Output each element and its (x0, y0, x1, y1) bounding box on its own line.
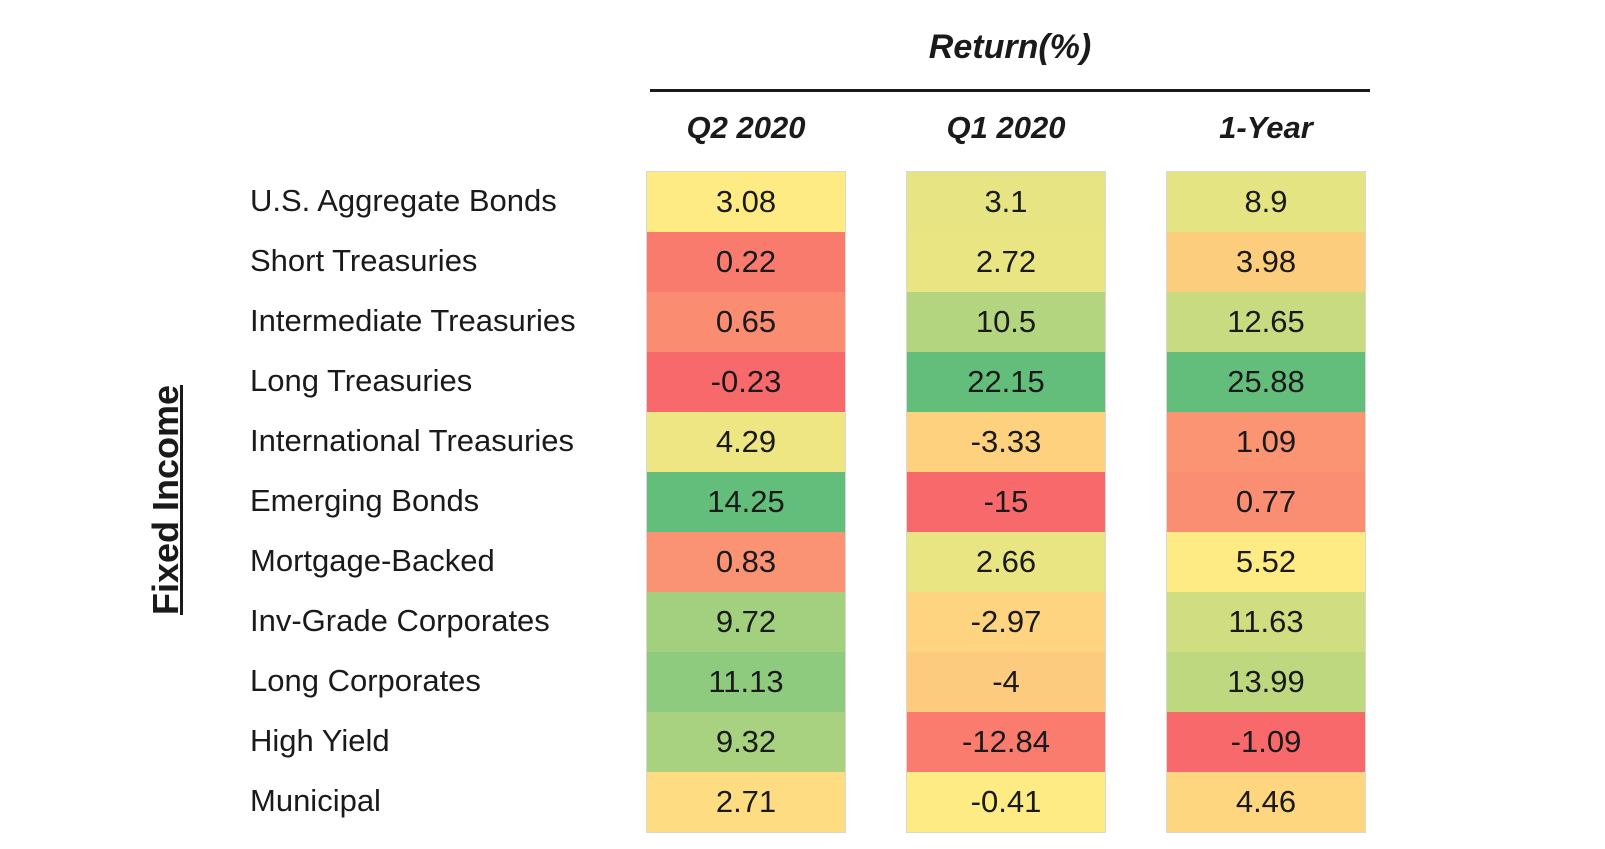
column-header-q1-2020: Q1 2020 (946, 110, 1066, 145)
column-header-1-year: 1-Year (1219, 110, 1313, 145)
heatmap-cell: -3.33 (907, 412, 1105, 472)
heatmap-column: 8.9 3.98 12.65 25.88 1.09 0.77 5.52 11.63 13.99-… (1166, 171, 1366, 833)
row-label: Mortgage-Backed (250, 543, 495, 578)
heatmap-cell: 3.08 (647, 172, 845, 232)
row-label: High Yield (250, 723, 390, 758)
heatmap-cell: -0.23 (647, 352, 845, 412)
heatmap-cell: 25.88 (1167, 352, 1365, 412)
heatmap-cell: 11.13 (647, 652, 845, 712)
heatmap-cell: -15 (907, 472, 1105, 532)
heatmap-cell: 0.77 (1167, 472, 1365, 532)
heatmap-cell: 2.72 (907, 232, 1105, 292)
side-label: Fixed Income (145, 384, 186, 616)
heatmap-cell: 1.09 (1167, 412, 1365, 472)
heatmap-cell: 14.25 (647, 472, 845, 532)
heatmap-cell: 4.46 (1167, 772, 1365, 832)
row-label: U.S. Aggregate Bonds (250, 183, 557, 218)
heatmap-cell: 12.65 (1167, 292, 1365, 352)
heatmap-cell: 9.72 (647, 592, 845, 652)
row-label: Emerging Bonds (250, 483, 480, 518)
heatmap-cell: 0.22 (647, 232, 845, 292)
row-label: International Treasuries (250, 423, 574, 458)
row-label: Long Treasuries (250, 363, 473, 398)
super-header: Return(%) (928, 28, 1092, 66)
heatmap-cell: 8.9 (1167, 172, 1365, 232)
heatmap-cell: 0.83 (647, 532, 845, 592)
heatmap-cell: 22.15 (907, 352, 1105, 412)
heatmap-cell: -1.09 (1167, 712, 1365, 772)
heatmap-cell: -4 (907, 652, 1105, 712)
heatmap-cell: 3.98 (1167, 232, 1365, 292)
heatmap-column: 3.08 0.22 0.65 -0.23 4.29 14.25 0.83 9.72 11.13 9… (646, 171, 846, 833)
heatmap-cell: -0.41 (907, 772, 1105, 832)
heatmap-cell: 10.5 (907, 292, 1105, 352)
column-header-q2-2020: Q2 2020 (686, 110, 806, 145)
heatmap-cell: 3.1 (907, 172, 1105, 232)
heatmap-cell: -12.84 (907, 712, 1105, 772)
row-label: Municipal (250, 783, 381, 818)
heatmap-cell: -2.97 (907, 592, 1105, 652)
super-header-rule (650, 89, 1370, 92)
row-label: Intermediate Treasuries (250, 303, 576, 338)
heatmap-column: 3.1 2.72 10.5 22.15 -3.33 -15 2.66 -2.97 -4 -12.8… (906, 171, 1106, 833)
heatmap-cell: 2.71 (647, 772, 845, 832)
heatmap-cell: 9.32 (647, 712, 845, 772)
row-label: Short Treasuries (250, 243, 478, 278)
heatmap-cell: 13.99 (1167, 652, 1365, 712)
heatmap-cell: 4.29 (647, 412, 845, 472)
heatmap-cell: 2.66 (907, 532, 1105, 592)
row-label: Inv-Grade Corporates (250, 603, 550, 638)
heatmap-cell: 11.63 (1167, 592, 1365, 652)
heatmap-cell: 0.65 (647, 292, 845, 352)
row-label: Long Corporates (250, 663, 481, 698)
heatmap-cell: 5.52 (1167, 532, 1365, 592)
side-label-container: Fixed Income (126, 270, 206, 730)
